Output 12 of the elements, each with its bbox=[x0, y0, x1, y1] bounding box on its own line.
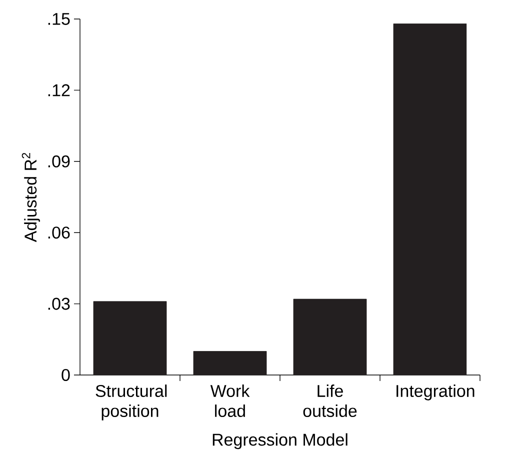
y-axis-title: Adjusted R$^{2}$ bbox=[22, 152, 40, 242]
x-tick-label: Structural position bbox=[96, 384, 167, 420]
y-tick-label: .03 bbox=[48, 298, 70, 310]
x-axis-title: Regression Model bbox=[212, 433, 348, 450]
y-tick-label: .09 bbox=[48, 155, 70, 168]
x-tick-label: Integration bbox=[396, 384, 474, 400]
x-tick-label: Life outside bbox=[303, 384, 357, 418]
y-tick-label: .15 bbox=[48, 13, 70, 25]
x-tick-label: Work load bbox=[210, 384, 250, 418]
y-tick-label: .12 bbox=[48, 84, 70, 96]
y-tick-label: 0 bbox=[62, 368, 70, 382]
y-tick-label: .06 bbox=[48, 226, 70, 239]
